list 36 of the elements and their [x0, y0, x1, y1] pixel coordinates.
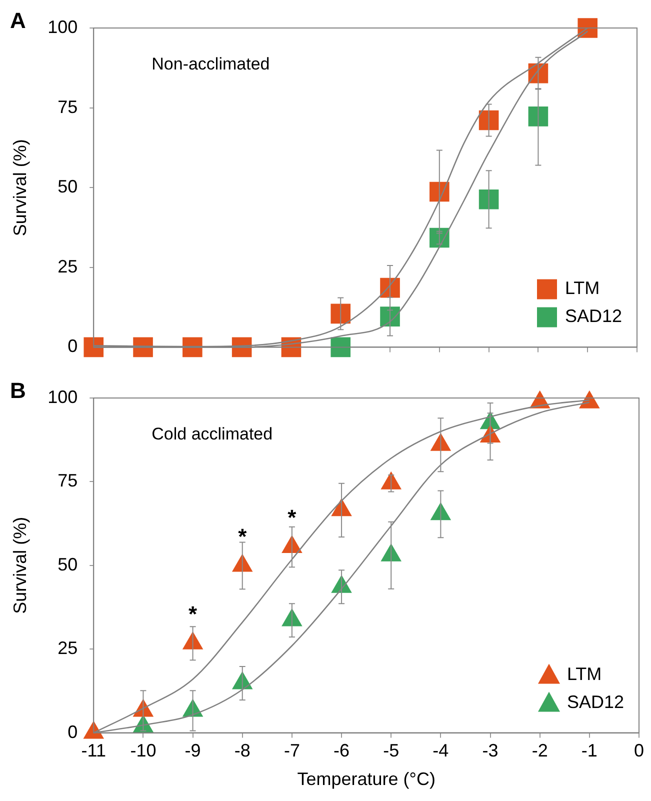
x-tick-label: -6 — [334, 740, 350, 761]
y-tick-label: 25 — [58, 256, 78, 276]
annotation: * — [288, 505, 297, 530]
x-tick-label: -3 — [482, 740, 498, 761]
x-axis-title: Temperature (°C) — [297, 769, 436, 790]
y-tick-label: 50 — [58, 176, 78, 197]
chart-title: A — [10, 8, 26, 34]
y-tick-label: 0 — [68, 336, 78, 356]
annotation: Cold acclimated — [152, 424, 273, 444]
x-tick-label: 0 — [634, 740, 644, 761]
x-tick-label: -5 — [383, 740, 400, 761]
x-tick-label: -11 — [81, 740, 106, 761]
annotation: Non-acclimated — [152, 54, 270, 74]
y-tick-label: 100 — [48, 16, 78, 37]
x-tick-label: -9 — [184, 740, 201, 761]
y-tick-label: 100 — [48, 386, 78, 407]
y-tick-label: 50 — [58, 554, 78, 574]
y-axis-title: Survival (%) — [10, 139, 30, 236]
legend-label: LTM — [567, 664, 602, 684]
y-tick-label: 75 — [58, 96, 78, 117]
x-tick-label: -2 — [532, 740, 548, 761]
y-tick-label: 0 — [68, 722, 78, 742]
x-tick-label: -10 — [130, 740, 156, 761]
x-tick-label: -4 — [432, 740, 449, 761]
annotation: * — [188, 601, 198, 626]
y-axis-title: Survival (%) — [10, 516, 30, 614]
legend-label: SAD12 — [565, 306, 622, 326]
y-tick-label: 25 — [58, 638, 78, 658]
legend-label: LTM — [565, 278, 600, 298]
x-tick-label: -7 — [284, 740, 300, 761]
y-tick-label: 75 — [58, 470, 78, 491]
chart-title: B — [10, 378, 26, 404]
annotation: * — [238, 524, 248, 549]
x-tick-label: -1 — [581, 740, 598, 761]
x-tick-label: -8 — [234, 740, 250, 761]
legend-label: SAD12 — [567, 692, 624, 712]
